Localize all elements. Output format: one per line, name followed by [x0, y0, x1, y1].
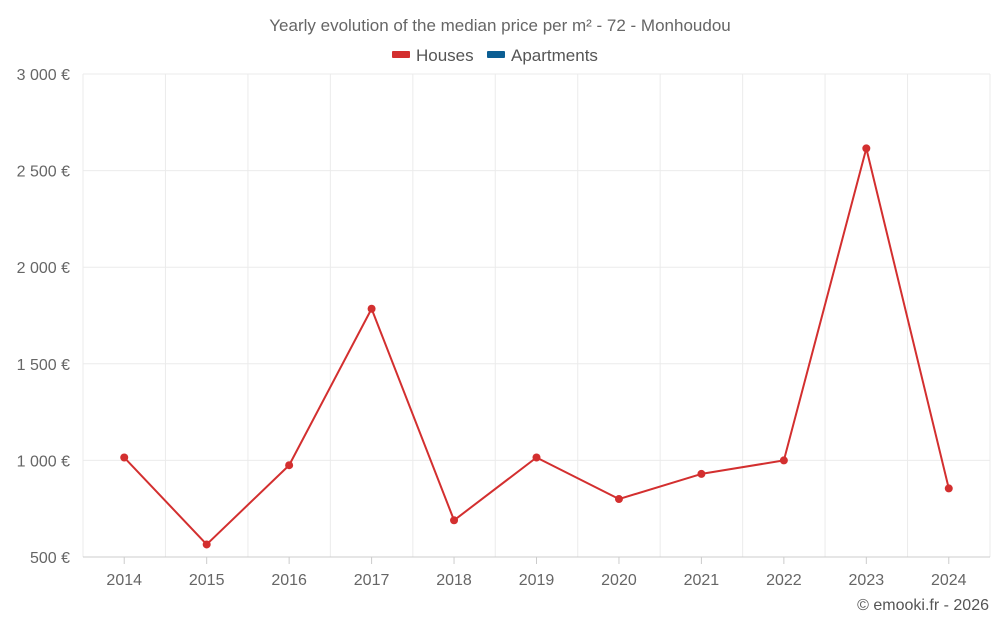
chart-title: Yearly evolution of the median price per…: [269, 16, 730, 35]
x-tick-label: 2015: [189, 572, 225, 589]
credit-text: © emooki.fr - 2026: [857, 597, 989, 614]
data-point[interactable]: [779, 456, 788, 465]
y-axis: 500 € 1 000 € 1 500 € 2 000 € 2 500 € 3 000 €: [17, 67, 70, 567]
x-tick-label: 2023: [849, 572, 885, 589]
data-point[interactable]: [532, 453, 541, 462]
legend-swatch-apartments: [487, 51, 505, 58]
legend-label-houses: Houses: [416, 46, 474, 65]
data-point[interactable]: [367, 304, 376, 313]
data-point[interactable]: [862, 144, 871, 153]
data-point[interactable]: [450, 516, 459, 525]
x-tick-label: 2020: [601, 572, 637, 589]
legend-item-houses[interactable]: Houses: [392, 46, 474, 65]
data-point[interactable]: [944, 484, 953, 493]
y-tick-label: 1 000 €: [17, 453, 70, 470]
data-point[interactable]: [614, 495, 623, 504]
x-tick-label: 2014: [106, 572, 142, 589]
data-point[interactable]: [285, 461, 294, 470]
x-tick-label: 2016: [271, 572, 307, 589]
y-tick-label: 500 €: [30, 550, 70, 567]
x-tick-label: 2021: [684, 572, 720, 589]
data-point[interactable]: [697, 469, 706, 478]
legend: Houses Apartments: [392, 46, 598, 65]
y-tick-label: 2 500 €: [17, 164, 70, 181]
x-axis: 2014 2015 2016 2017 2018 2019 2020 2021 2022 2023…: [83, 556, 990, 589]
y-tick-label: 1 500 €: [17, 357, 70, 374]
y-tick-label: 2 000 €: [17, 260, 70, 277]
data-point[interactable]: [202, 540, 211, 549]
x-tick-label: 2018: [436, 572, 472, 589]
x-tick-label: 2019: [519, 572, 555, 589]
data-point[interactable]: [120, 453, 129, 462]
x-tick-label: 2024: [931, 572, 967, 589]
x-tick-label: 2022: [766, 572, 802, 589]
series-layer: [120, 144, 953, 549]
legend-label-apartments: Apartments: [511, 46, 598, 65]
legend-item-apartments[interactable]: Apartments: [487, 46, 598, 65]
y-tick-label: 3 000 €: [17, 67, 70, 84]
x-tick-label: 2017: [354, 572, 390, 589]
grid: [82, 73, 991, 558]
legend-swatch-houses: [392, 51, 410, 58]
